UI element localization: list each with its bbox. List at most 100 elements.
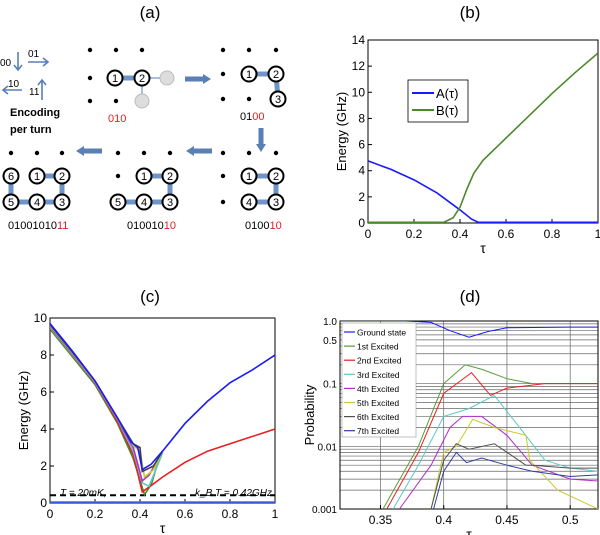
x-tick-label: 0.4	[452, 227, 469, 241]
residue-node	[135, 167, 153, 185]
lattice-dot	[220, 47, 226, 53]
residue-node	[2, 167, 20, 185]
x-tick-label: 1	[272, 507, 279, 521]
residue-node	[269, 90, 287, 108]
residue-node	[109, 193, 127, 211]
x-axis-label: τ	[160, 520, 166, 535]
lattice-dot	[87, 98, 93, 104]
step-label: 010010	[245, 220, 282, 232]
residue-number: 4	[246, 197, 252, 209]
chart-d: 0.35 0.4 0.45 0.5 0.001 0.01 0.1 0.5 1.0 τ Probabi…	[302, 317, 599, 535]
residue-node	[267, 65, 285, 83]
residue-number: 4	[141, 197, 147, 209]
residue-number: 6	[8, 171, 14, 183]
residue-number: 3	[167, 197, 173, 209]
series-line-8	[50, 323, 275, 471]
lattice-dot	[220, 71, 226, 77]
y-tick-label: 14	[352, 33, 366, 47]
x-tick-label: 0	[47, 507, 54, 521]
series-line-2	[382, 364, 598, 509]
residue-node	[28, 193, 46, 211]
legend-label: 4th Excited	[357, 384, 399, 394]
y-tick-label: 8	[40, 348, 47, 362]
residue-number: 2	[273, 171, 279, 183]
residue-number: 2	[139, 73, 145, 85]
y-tick-label: 0	[358, 216, 365, 230]
series-line-1	[340, 321, 598, 338]
y-axis-label: Energy (GHz)	[16, 371, 31, 450]
x-tick-label: 0.8	[544, 227, 561, 241]
residue-node	[240, 193, 258, 211]
residue-number: 5	[8, 197, 14, 209]
lattice-dot	[87, 47, 93, 53]
series-line-8	[433, 451, 598, 509]
residue-node	[133, 69, 151, 87]
residue-node	[28, 167, 46, 185]
x-tick-label: 0.35	[369, 513, 393, 527]
x-tick-label: 0.4	[132, 507, 149, 521]
residue-number: 5	[115, 197, 121, 209]
legend-label: 5th Excited	[357, 398, 399, 408]
lattice-dot	[115, 173, 121, 179]
lattice-dot	[139, 47, 145, 53]
lattice-dot	[220, 199, 226, 205]
legend-label: 6th Excited	[357, 412, 399, 422]
step-label: 01001010	[127, 220, 176, 232]
lattice-dot	[273, 150, 279, 156]
step-arrow-head-icon	[203, 74, 211, 84]
residue-number: 3	[59, 197, 65, 209]
residue-node	[53, 167, 71, 185]
y-tick-label: 4	[358, 164, 365, 178]
y-tick-label: 2	[40, 459, 47, 473]
lattice-dot	[59, 150, 65, 156]
series-line-2	[368, 52, 598, 223]
series-line-3	[386, 371, 598, 509]
y-tick-label: 8	[358, 111, 365, 125]
step-labels: 010 0100 010010 01001010 0100101011	[8, 111, 282, 232]
residue-number: 4	[34, 197, 40, 209]
residue-number: 1	[34, 171, 40, 183]
series-line-7	[430, 443, 598, 509]
kbt-annotation: k_B T = 0.42GHz	[195, 488, 272, 499]
lattice-dot	[113, 98, 119, 104]
lattice-dot	[246, 96, 252, 102]
series-line-4	[392, 394, 598, 509]
panel-label-c: (c)	[140, 287, 160, 306]
candidate-site	[159, 70, 175, 86]
axes-frame	[367, 39, 599, 224]
y-tick-label: 0.01	[318, 442, 338, 453]
step-label: 0100101011	[8, 220, 68, 232]
lattice-dot	[220, 150, 226, 156]
x-tick-label: 1	[595, 227, 600, 241]
lattice-diagram: 1 2 1 2 3 1 2 3 4 1 2 3 4 5 1 2 3 4 5 6	[2, 47, 287, 211]
x-tick-label: 0	[365, 227, 372, 241]
residue-node	[53, 193, 71, 211]
encoding-caption-2: per turn	[10, 124, 52, 136]
panel-label-a: (a)	[140, 3, 161, 22]
lattice-dot	[87, 75, 93, 81]
residue-number: 1	[112, 73, 118, 85]
panel-label-d: (d)	[460, 287, 481, 306]
y-tick-label: 0	[40, 496, 47, 510]
lattice-dot	[113, 47, 119, 53]
step-label: 010	[108, 113, 126, 125]
lattice-dot	[167, 150, 173, 156]
residue-number: 2	[167, 171, 173, 183]
residue-node	[240, 65, 258, 83]
legend-box	[407, 79, 469, 123]
lattice-dot	[220, 173, 226, 179]
y-tick-label: 10	[352, 85, 366, 99]
code-00: 00	[0, 58, 12, 69]
residue-number: 1	[141, 171, 147, 183]
code-01: 01	[28, 49, 40, 60]
x-tick-label: 0.5	[562, 513, 579, 527]
series-line-6	[430, 418, 598, 509]
x-tick-label: 0.2	[87, 507, 104, 521]
residue-node	[161, 193, 179, 211]
code-10: 10	[8, 79, 20, 90]
residue-node	[240, 167, 258, 185]
legend-label: 2nd Excited	[357, 356, 402, 366]
step-label: 0100	[240, 111, 265, 123]
